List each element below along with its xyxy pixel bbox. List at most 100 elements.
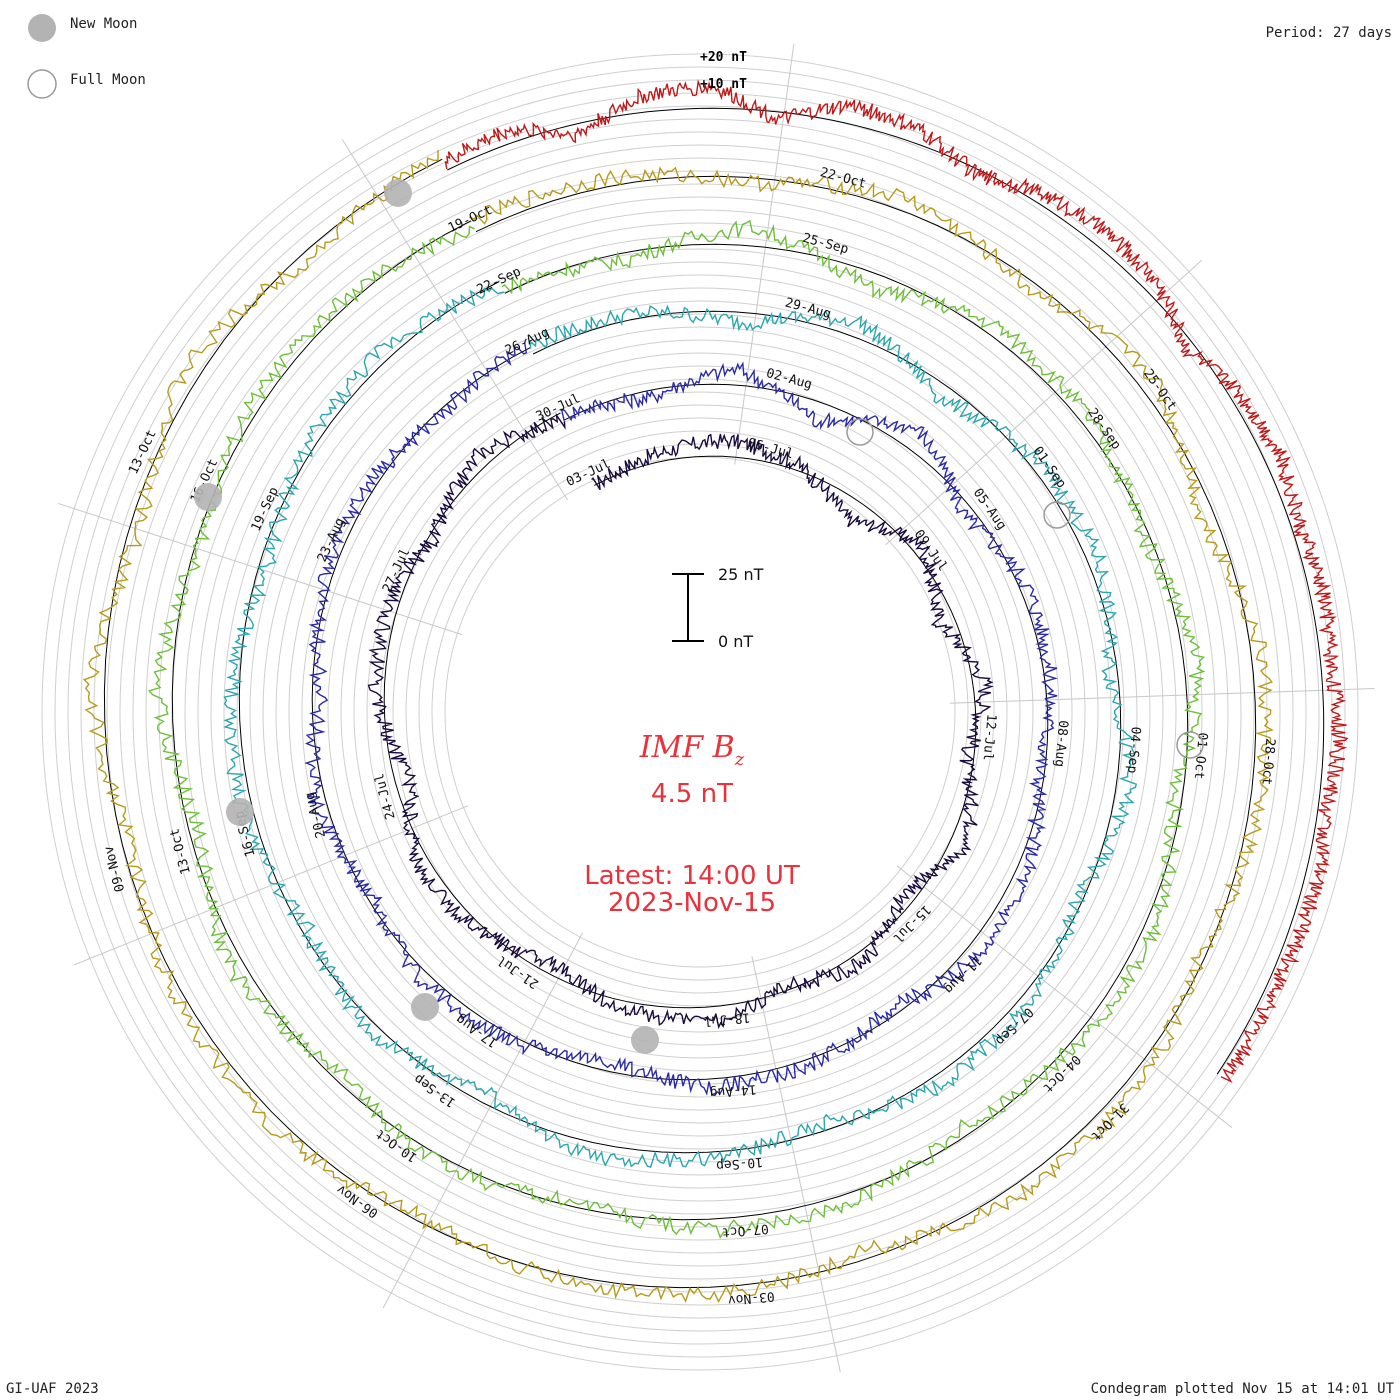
- grid-ring: [67, 79, 1333, 1345]
- tick-label: 04-Sep: [1124, 726, 1143, 774]
- grid-ring: [301, 313, 1099, 1111]
- grid-ring: [106, 118, 1294, 1306]
- grid-ring: [314, 326, 1086, 1098]
- grid-ring: [379, 391, 1021, 1033]
- plotted-label: Condegram plotted Nov 15 at 14:01 UT: [1091, 1381, 1395, 1397]
- grid-ring: [405, 417, 995, 1007]
- center-title-main: IMF B: [639, 730, 735, 765]
- grid-ring: [418, 430, 982, 994]
- full-moon-marker: [1043, 501, 1071, 529]
- center-title-sub: z: [734, 749, 745, 770]
- tick-label: 03-Nov: [727, 1288, 775, 1307]
- radial-lines: [57, 43, 1375, 1373]
- full-moon-icon: [27, 69, 57, 99]
- center-value: 4.5 nT: [651, 779, 733, 809]
- radial-line: [896, 865, 1233, 1128]
- latest-time: Latest: 14:00 UT: [584, 861, 800, 891]
- grid-ring: [275, 287, 1125, 1137]
- tick-label: 13-Oct: [126, 428, 159, 477]
- series-cycle-5: [82, 150, 1274, 1304]
- period-label: Period: 27 days: [1266, 25, 1392, 41]
- tick-label: 14-Aug: [709, 1081, 757, 1100]
- scale-bar: 25 nT 0 nT: [672, 565, 764, 651]
- tick-label: 11-Aug: [940, 952, 984, 996]
- radial-line: [885, 259, 1202, 546]
- latest-date: 2023-Nov-15: [608, 888, 776, 918]
- grid-ring: [80, 92, 1320, 1332]
- full-moon-label: Full Moon: [70, 72, 146, 88]
- tick-label: 01-Sep: [1030, 444, 1069, 491]
- new-moon-marker: [226, 798, 254, 826]
- grid-ring: [431, 443, 969, 981]
- legend: New Moon Full Moon: [27, 14, 146, 99]
- tick-label: 15-Jul: [890, 902, 934, 946]
- radial-line: [382, 932, 584, 1309]
- full-moon-marker: [846, 418, 874, 446]
- grid-ring: [171, 183, 1229, 1241]
- grid-ring: [93, 105, 1307, 1319]
- tick-label: 25-Sep: [801, 231, 850, 258]
- radial-line: [751, 956, 841, 1373]
- tick-label: 07-Sep: [992, 1004, 1036, 1048]
- baseline-cycle-6: [447, 107, 1325, 1075]
- credit-label: GI-UAF 2023: [6, 1381, 99, 1397]
- baseline-cycle-5: [103, 158, 1257, 1289]
- tick-label: 29-Aug: [783, 295, 832, 322]
- grid-rings: [41, 53, 1359, 1371]
- baseline-cycle-4: [171, 220, 1189, 1221]
- baseline-cycle-1: [383, 412, 977, 1009]
- series-cycle-6: [444, 79, 1349, 1084]
- grid-ring: [210, 222, 1190, 1202]
- grid-ring: [197, 209, 1203, 1215]
- tick-label: 18-Jul: [703, 1009, 751, 1028]
- tick-label: 08-Aug: [1051, 720, 1070, 768]
- tick-label: 10-Oct: [373, 1126, 420, 1165]
- grid-ring: [392, 404, 1008, 1020]
- tick-label: 31-Oct: [1088, 1100, 1132, 1144]
- tick-label: 12-Jul: [980, 713, 999, 761]
- series-cycle-2: [304, 338, 1058, 1096]
- radial-line: [341, 139, 568, 501]
- radial-line: [73, 805, 469, 966]
- full-moon-marker: [1176, 731, 1204, 759]
- grid-ring: [262, 274, 1138, 1150]
- baseline-cycle-3: [238, 281, 1122, 1154]
- tick-label: 28-Oct: [1258, 738, 1277, 786]
- scale-bottom-label: 0 nT: [718, 632, 753, 651]
- new-moon-marker: [384, 179, 412, 207]
- tick-label: 01-Oct: [1191, 732, 1210, 780]
- center-title: IMF Bz: [639, 730, 745, 770]
- grid-ring: [158, 170, 1242, 1254]
- tick-label: 02-Aug: [764, 366, 813, 393]
- tick-label: 28-Sep: [1084, 406, 1123, 453]
- new-moon-marker: [631, 1026, 659, 1054]
- series-cycle-3: [223, 287, 1138, 1168]
- new-moon-marker: [411, 993, 439, 1021]
- tick-label: 22-Oct: [818, 165, 867, 192]
- series-layer: [82, 79, 1349, 1304]
- series-cycle-4: [147, 219, 1206, 1240]
- tick-label: 27-Jul: [380, 546, 413, 595]
- new-moon-marker: [194, 483, 222, 511]
- ref-label-20: +20 nT: [700, 50, 747, 65]
- tick-label: 21-Jul: [495, 952, 542, 991]
- tick-label: 23-Aug: [315, 516, 348, 565]
- tick-label: 13-Sep: [411, 1071, 458, 1110]
- tick-label: 07-Oct: [721, 1220, 769, 1239]
- grid-ring: [288, 300, 1112, 1124]
- grid-ring: [132, 144, 1268, 1280]
- ref-label-10: +10 nT: [700, 77, 747, 92]
- tick-label: 10-Sep: [715, 1154, 763, 1173]
- radial-line: [949, 687, 1375, 704]
- moon-markers: [194, 179, 1204, 1054]
- tick-label: 03-Jul: [564, 457, 613, 490]
- grid-ring: [236, 248, 1164, 1176]
- new-moon-label: New Moon: [70, 16, 137, 32]
- grid-ring: [184, 196, 1216, 1228]
- new-moon-icon: [28, 14, 56, 42]
- grid-ring: [340, 352, 1060, 1072]
- grid-ring: [41, 53, 1359, 1371]
- series-cycle-1: [367, 412, 994, 1030]
- grid-ring: [249, 261, 1151, 1163]
